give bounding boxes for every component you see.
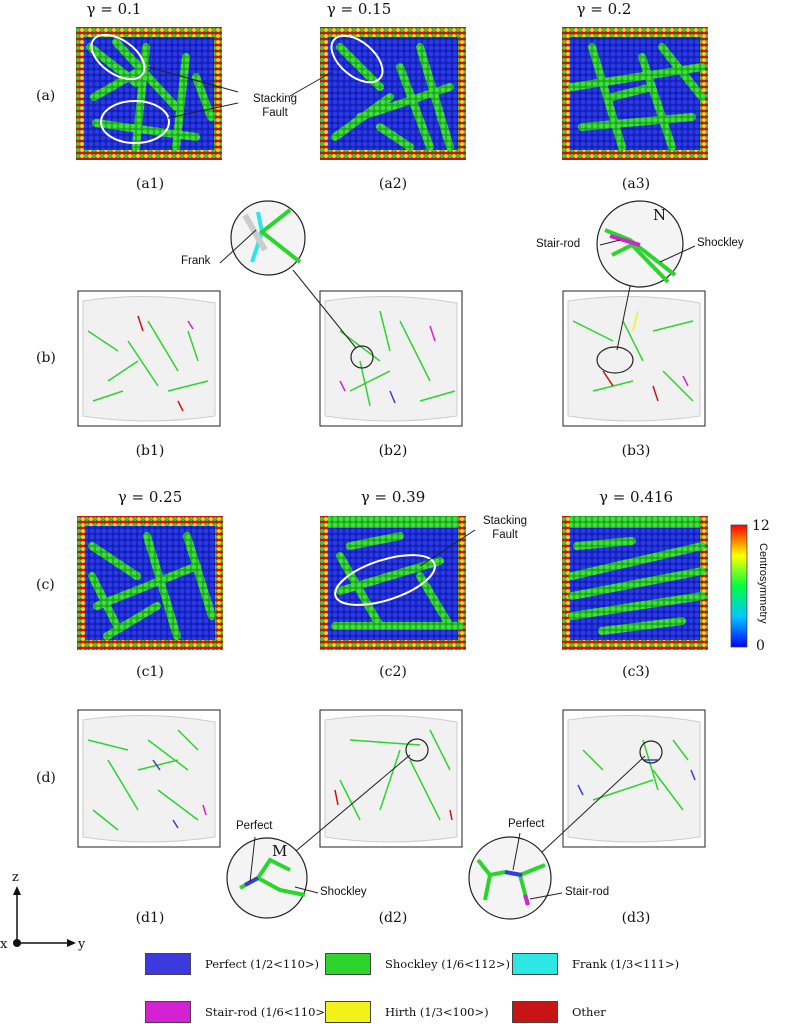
leader-shockley-d2	[294, 886, 319, 894]
stair-rod-label-d3: Stair-rod	[565, 886, 610, 898]
colorbar-title: Centrosymmetry	[757, 543, 769, 624]
legend-label-hirth: Hirth (1/3<100>)	[385, 1005, 489, 1019]
leader-stair-rod-b3	[599, 239, 621, 246]
leader-frank	[219, 229, 257, 264]
sublabel-d2: (d2)	[378, 910, 408, 926]
gamma-label-a1: γ = 0.1	[86, 0, 142, 18]
zoom-inset-b3	[596, 200, 684, 351]
row-label-c: (c)	[36, 577, 55, 593]
sublabel-b2: (b2)	[378, 443, 408, 459]
legend-perfect: Perfect (1/2<110>)	[145, 953, 319, 975]
sublabel-a2: (a2)	[378, 176, 408, 192]
sublabel-a1: (a1)	[135, 176, 165, 192]
legend-swatch-shockley	[325, 953, 371, 975]
atom-panel-c2	[320, 516, 466, 650]
axes-triad	[13, 886, 76, 947]
colorbar	[730, 524, 748, 648]
sublabel-c3: (c3)	[622, 664, 650, 680]
legend-label-other: Other	[572, 1005, 606, 1019]
gamma-label-c3: γ = 0.416	[598, 488, 673, 506]
gamma-label-a3: γ = 0.2	[576, 0, 632, 18]
leader-stair-rod-d3	[529, 892, 563, 900]
legend-label-stair-rod: Stair-rod (1/6<110>)	[205, 1005, 330, 1019]
leader-c2	[419, 529, 476, 567]
zoom-circle-b2-small	[350, 345, 374, 369]
legend-hirth: Hirth (1/3<100>)	[325, 1001, 489, 1023]
legend-stair-rod: Stair-rod (1/6<110>)	[145, 1001, 330, 1023]
legend-swatch-hirth	[325, 1001, 371, 1023]
sf-ellipse-a1-bottom	[100, 100, 170, 144]
legend-frank: Frank (1/3<111>)	[512, 953, 679, 975]
atom-panel-c3	[562, 516, 708, 650]
zoom-letter-m: M	[272, 842, 288, 860]
dislocation-panel-b1	[77, 290, 221, 427]
sublabel-d1: (d1)	[135, 910, 165, 926]
sf-ellipse-a1-top	[90, 33, 146, 81]
dislocation-panel-b2	[319, 290, 463, 427]
row-label-b: (b)	[36, 350, 56, 366]
row-label-d: (d)	[36, 770, 56, 786]
shockley-label-b3: Shockley	[697, 237, 744, 249]
legend-label-shockley: Shockley (1/6<112>)	[385, 957, 510, 971]
legend-label-frank: Frank (1/3<111>)	[572, 957, 680, 971]
shockley-label-d2: Shockley	[320, 886, 367, 898]
leader-perfect-d2	[249, 836, 256, 883]
sublabel-a3: (a3)	[621, 176, 651, 192]
sf-ellipse-a2	[330, 34, 384, 84]
legend-swatch-stair-rod	[145, 1001, 191, 1023]
atom-panel-a1	[76, 27, 222, 160]
leader-a1-bottom	[167, 102, 239, 119]
gamma-label-c2: γ = 0.39	[360, 488, 426, 506]
legend-other: Other	[512, 1001, 606, 1023]
leader-a2	[289, 71, 333, 97]
perfect-label-d3: Perfect	[508, 818, 545, 830]
atom-panel-a2	[320, 27, 466, 160]
legend-swatch-frank	[512, 953, 558, 975]
axis-x-label: x	[0, 937, 8, 952]
stair-rod-label-b3: Stair-rod	[536, 238, 581, 250]
frank-label: Frank	[181, 255, 211, 267]
sublabel-c1: (c1)	[136, 664, 164, 680]
sublabel-b1: (b1)	[135, 443, 165, 459]
leader-perfect-d3	[512, 832, 521, 871]
stacking-fault-label-c: Stacking Fault	[482, 515, 528, 541]
zoom-inset-d2	[226, 754, 411, 919]
stacking-fault-label-a: Stacking Fault	[252, 93, 298, 119]
colorbar-min-label: 0	[756, 638, 765, 654]
dislocation-panel-d3	[562, 709, 706, 848]
sf-ellipse-c2	[334, 554, 436, 606]
row-label-a: (a)	[36, 88, 56, 104]
sublabel-b3: (b3)	[621, 443, 651, 459]
dislocation-panel-d2	[319, 709, 463, 848]
legend-swatch-other	[512, 1001, 558, 1023]
zoom-inset-frank	[230, 200, 357, 349]
sublabel-d3: (d3)	[621, 910, 651, 926]
atom-panel-a3	[562, 27, 708, 160]
zoom-circle-d2-small	[405, 738, 429, 762]
sublabel-c2: (c2)	[379, 664, 407, 680]
zoom-circle-d3-small	[639, 740, 663, 764]
legend-label-perfect: Perfect (1/2<110>)	[205, 957, 320, 971]
leader-a1-top	[147, 66, 239, 93]
dislocation-panel-d1	[77, 709, 221, 848]
zoom-letter-n: N	[653, 206, 667, 224]
gamma-label-a2: γ = 0.15	[326, 0, 392, 18]
colorbar-max-label: 12	[752, 518, 770, 534]
zoom-circle-b3-small	[596, 346, 634, 374]
perfect-label-d2: Perfect	[236, 820, 273, 832]
axis-z-label: z	[12, 870, 19, 885]
leader-shockley-b3	[659, 245, 696, 263]
axis-y-label: y	[78, 937, 86, 952]
legend-swatch-perfect	[145, 953, 191, 975]
legend-shockley: Shockley (1/6<112>)	[325, 953, 510, 975]
dislocation-panel-b3	[562, 290, 706, 427]
atom-panel-c1	[77, 516, 223, 650]
gamma-label-c1: γ = 0.25	[117, 488, 183, 506]
